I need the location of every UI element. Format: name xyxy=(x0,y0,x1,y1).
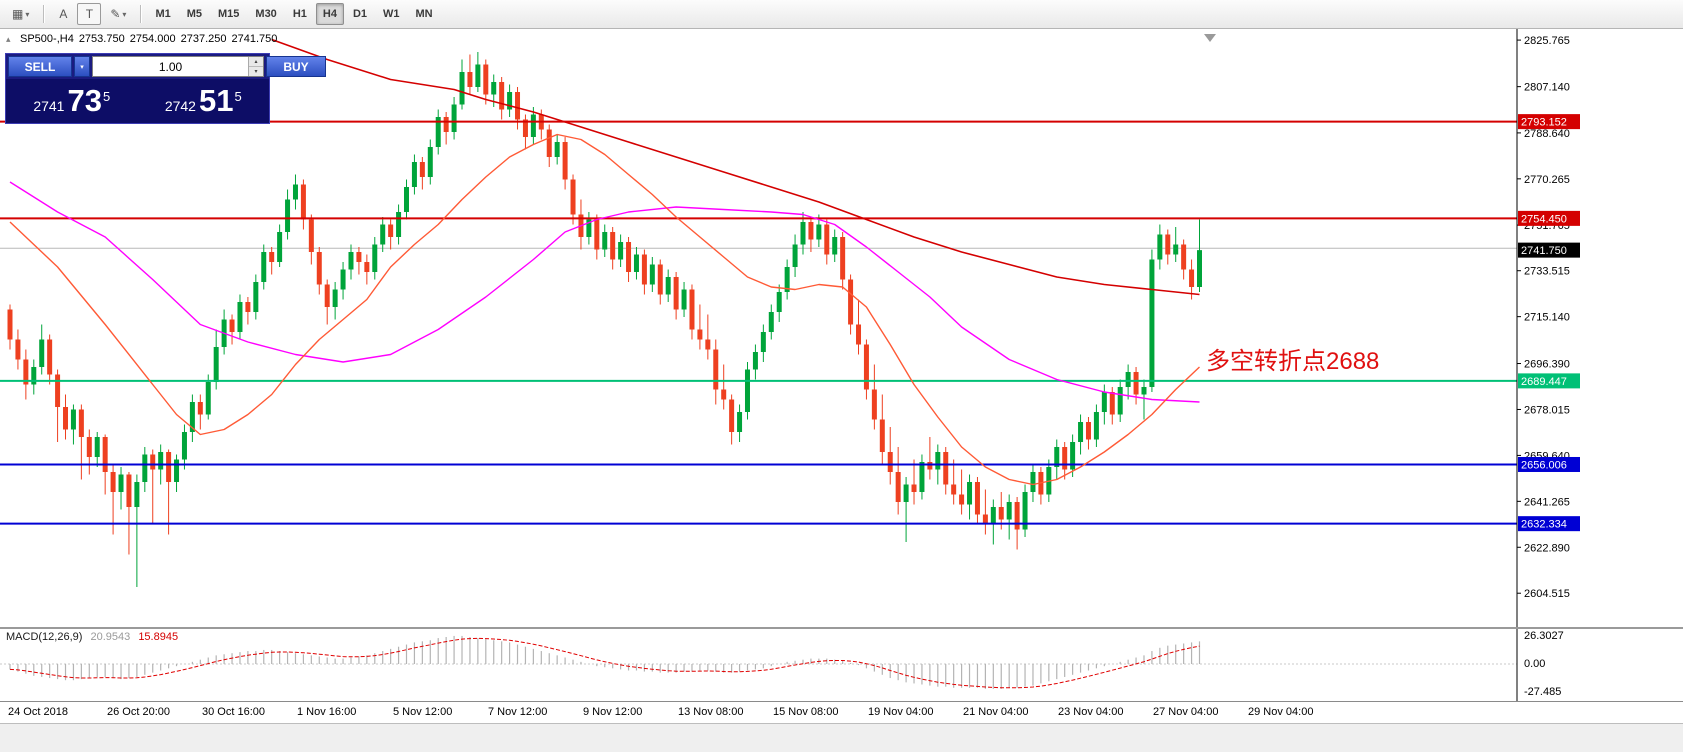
svg-text:2741.750: 2741.750 xyxy=(1521,245,1567,257)
macd-signal-value: 15.8945 xyxy=(138,631,179,643)
main-chart[interactable]: 2825.765 2807.140 2788.640 2770.265 2751.765… xyxy=(0,29,1683,627)
svg-text:2793.152: 2793.152 xyxy=(1521,117,1567,129)
caret-down-icon: ▾ xyxy=(122,9,127,19)
time-axis-label: 23 Nov 04:00 xyxy=(1058,706,1124,718)
timeframe-button-m30[interactable]: M30 xyxy=(248,3,283,25)
timeframe-button-m1[interactable]: M1 xyxy=(148,3,177,25)
time-axis-label: 7 Nov 12:00 xyxy=(488,706,548,718)
macd-chart-canvas[interactable] xyxy=(0,629,1683,701)
ohlc-close: 2741.750 xyxy=(231,33,278,45)
svg-text:2754.450: 2754.450 xyxy=(1521,213,1567,225)
caret-down-icon: ▾ xyxy=(25,9,30,19)
timeframe-button-w1[interactable]: W1 xyxy=(376,3,407,25)
toolbar-separator xyxy=(43,5,45,23)
ohlc-low: 2737.250 xyxy=(180,33,227,45)
buy-price-big: 51 xyxy=(198,83,234,118)
svg-text:2656.006: 2656.006 xyxy=(1521,459,1567,471)
svg-text:2632.334: 2632.334 xyxy=(1521,519,1567,531)
sell-dropdown-button[interactable]: ▾ xyxy=(74,56,90,77)
one-click-panel-toggle-icon[interactable]: ▴ xyxy=(6,34,11,44)
ohlc-header: SP500-,H4 2753.750 2754.000 2737.250 2741.75… xyxy=(20,33,282,45)
arrow-tool-button[interactable]: A xyxy=(51,3,75,25)
sell-price-display[interactable]: 2741 73 5 xyxy=(6,84,138,118)
timeframe-button-d1[interactable]: D1 xyxy=(346,3,374,25)
time-axis-label: 15 Nov 08:00 xyxy=(773,706,839,718)
ohlc-open: 2753.750 xyxy=(78,33,125,45)
top-toolbar: ▦ ▾ A T ✎ ▾ M1 M5 M15 M30 H1 H4 D1 W1 MN xyxy=(0,0,1683,29)
svg-text:2678.015: 2678.015 xyxy=(1524,404,1570,416)
symbol-timeframe-label: SP500-,H4 xyxy=(20,33,74,45)
status-bar xyxy=(0,723,1683,752)
time-axis-label: 19 Nov 04:00 xyxy=(868,706,934,718)
buy-button[interactable]: BUY xyxy=(266,56,326,77)
svg-text:2770.265: 2770.265 xyxy=(1524,174,1570,186)
letter-t-icon: T xyxy=(85,7,94,21)
volume-input[interactable] xyxy=(93,57,248,76)
timeframe-group: M1 M5 M15 M30 H1 H4 D1 W1 MN xyxy=(148,3,439,25)
svg-text:2604.515: 2604.515 xyxy=(1524,588,1570,600)
svg-text:2641.265: 2641.265 xyxy=(1524,496,1570,508)
time-axis-label: 27 Nov 04:00 xyxy=(1153,706,1219,718)
macd-name: MACD(12,26,9) xyxy=(6,631,83,643)
time-axis-label: 9 Nov 12:00 xyxy=(583,706,643,718)
sell-price-main: 2741 xyxy=(33,98,65,114)
svg-text:2715.140: 2715.140 xyxy=(1524,312,1570,324)
time-axis-label: 13 Nov 08:00 xyxy=(678,706,744,718)
macd-axis-max: 26.3027 xyxy=(1524,630,1564,642)
candlestick-chart-canvas[interactable]: 2825.7652807.1402788.6402770.2652751.765… xyxy=(0,29,1683,627)
volume-box: ▴ ▾ xyxy=(92,56,264,77)
macd-main-value: 20.9543 xyxy=(90,631,131,643)
one-click-trading-panel: SELL ▾ ▴ ▾ BUY 2741 73 5 2742 51 5 xyxy=(5,53,326,124)
pivot-annotation: 多空转折点2688 xyxy=(1206,348,1380,375)
time-axis-label: 21 Nov 04:00 xyxy=(963,706,1029,718)
time-axis[interactable]: 24 Oct 2018 26 Oct 20:00 30 Oct 16:00 1 Nov… xyxy=(0,701,1683,723)
time-axis-label: 1 Nov 16:00 xyxy=(297,706,357,718)
volume-step-down-button[interactable]: ▾ xyxy=(249,67,263,76)
timeframe-button-h4[interactable]: H4 xyxy=(315,3,344,25)
svg-text:2788.640: 2788.640 xyxy=(1524,128,1570,140)
svg-text:2696.390: 2696.390 xyxy=(1524,359,1570,371)
timeframe-button-m5[interactable]: M5 xyxy=(180,3,209,25)
sell-price-big: 73 xyxy=(67,83,102,118)
time-axis-label: 24 Oct 2018 xyxy=(8,706,68,718)
timeframe-button-h1[interactable]: H1 xyxy=(286,3,314,25)
macd-axis-min: -27.485 xyxy=(1524,686,1562,698)
sell-price-sup: 5 xyxy=(102,89,111,104)
charts-grid-icon: ▦ xyxy=(12,7,24,21)
text-tool-button[interactable]: T xyxy=(77,3,102,25)
buy-price-main: 2742 xyxy=(164,98,196,114)
sell-button[interactable]: SELL xyxy=(8,56,72,77)
svg-text:2689.447: 2689.447 xyxy=(1521,376,1567,388)
buy-price-sup: 5 xyxy=(234,89,242,104)
volume-step-up-button[interactable]: ▴ xyxy=(249,57,263,67)
macd-panel[interactable]: MACD(12,26,9) 20.9543 15.8945 26.3027 0.… xyxy=(0,627,1683,701)
draw-tool-button[interactable]: ✎ ▾ xyxy=(103,3,133,25)
letter-a-icon: A xyxy=(59,7,68,21)
svg-text:2733.515: 2733.515 xyxy=(1524,266,1570,278)
time-axis-label: 29 Nov 04:00 xyxy=(1248,706,1314,718)
charts-grid-button[interactable]: ▦ ▾ xyxy=(5,3,36,25)
time-axis-label: 26 Oct 20:00 xyxy=(107,706,170,718)
toolbar-separator xyxy=(140,5,142,23)
time-axis-label: 30 Oct 16:00 xyxy=(202,706,265,718)
svg-text:2622.890: 2622.890 xyxy=(1524,542,1570,554)
svg-text:2807.140: 2807.140 xyxy=(1524,82,1570,94)
time-axis-label: 5 Nov 12:00 xyxy=(393,706,453,718)
buy-price-display[interactable]: 2742 51 5 xyxy=(138,84,270,118)
timeframe-button-mn[interactable]: MN xyxy=(409,3,440,25)
timeframe-button-m15[interactable]: M15 xyxy=(211,3,246,25)
svg-text:2825.765: 2825.765 xyxy=(1524,35,1570,47)
macd-indicator-label: MACD(12,26,9) 20.9543 15.8945 xyxy=(6,631,178,643)
volume-stepper: ▴ ▾ xyxy=(248,57,263,76)
pencil-icon: ✎ xyxy=(110,7,121,21)
ohlc-high: 2754.000 xyxy=(129,33,176,45)
macd-axis-zero: 0.00 xyxy=(1524,658,1546,670)
